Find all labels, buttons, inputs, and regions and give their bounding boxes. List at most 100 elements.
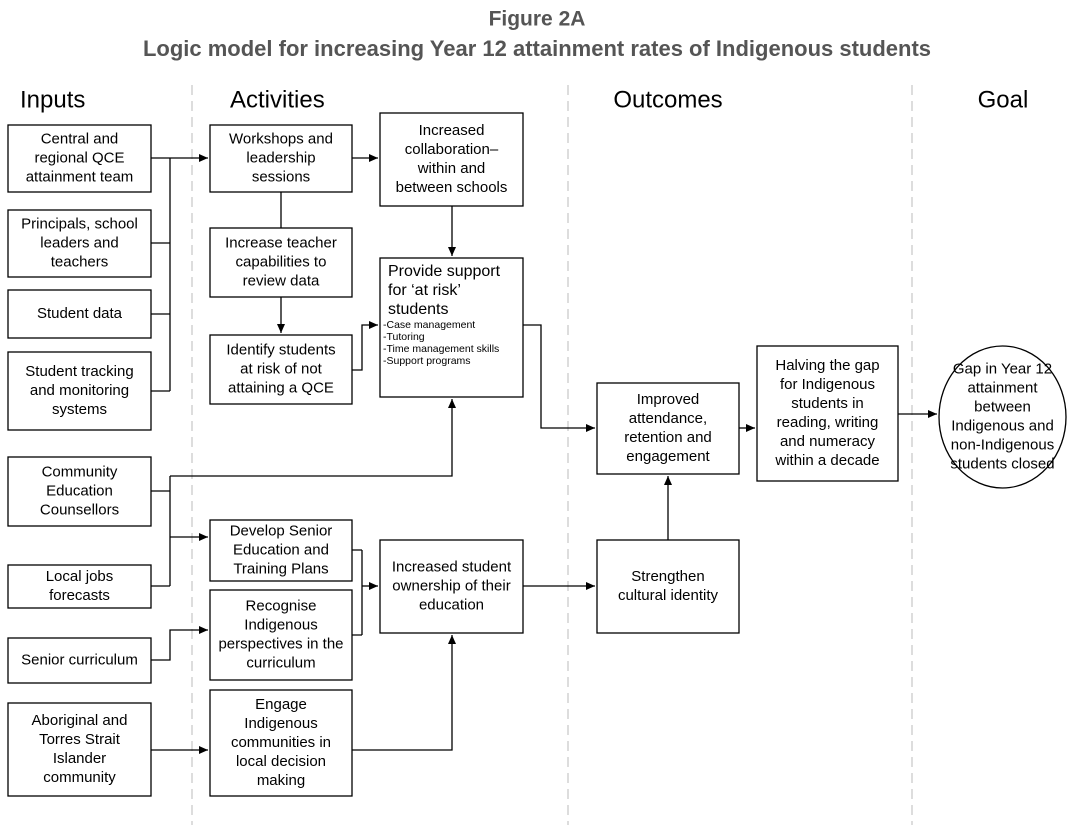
- node-label: education: [419, 596, 484, 613]
- node: Workshops and leadership sessions: [209, 124, 353, 193]
- node-item: -Case management: [383, 319, 475, 331]
- node-label: attainment: [967, 379, 1038, 396]
- node-label: and monitoring: [30, 382, 129, 399]
- node: Aboriginal and Torres Strait Islander commu…: [7, 702, 152, 797]
- column-header: Goal: [978, 86, 1029, 113]
- node-label: Community: [42, 463, 118, 480]
- box: [209, 334, 353, 405]
- node-label: Identify students: [226, 341, 335, 358]
- node-label: Counsellors: [40, 501, 119, 518]
- node: Student data: [7, 289, 152, 339]
- node: Local jobs forecasts: [7, 564, 152, 609]
- node-label: at risk of not: [240, 360, 323, 377]
- node: Increased collaboration– within and between…: [379, 112, 524, 207]
- node: Increase teacher capabilities to review da…: [209, 227, 353, 298]
- node-label: community: [43, 769, 116, 786]
- title: Figure 2A: [489, 8, 586, 31]
- node-item: -Time management skills: [383, 343, 499, 355]
- connector: [352, 549, 363, 636]
- box: [209, 689, 353, 797]
- node-label: engagement: [626, 448, 710, 465]
- node-label: Indigenous: [244, 616, 317, 633]
- arrow: [352, 635, 456, 751]
- node-label: Engage: [255, 696, 307, 713]
- node-label: Education: [46, 482, 113, 499]
- node: Student tracking and monitoring systems: [7, 351, 152, 431]
- node-label: ownership of their: [392, 577, 510, 594]
- node-label: Torres Strait: [39, 731, 121, 748]
- node-item: -Tutoring: [383, 331, 425, 343]
- node-label: attainment team: [26, 168, 134, 185]
- node-label: Student tracking: [25, 363, 133, 380]
- goal-ellipse: [938, 345, 1067, 489]
- node-label: cultural identity: [618, 587, 719, 604]
- node-label: systems: [52, 401, 107, 418]
- node-label: review data: [243, 272, 320, 289]
- arrow: [151, 626, 208, 661]
- node-label: Workshops and: [229, 130, 333, 147]
- box: [7, 124, 152, 193]
- box: [7, 351, 152, 431]
- node-label: students in: [791, 395, 864, 412]
- node: Gap in Year 12 attainment between Indigenou…: [938, 345, 1067, 489]
- node: Provide support for ‘at risk’ students-Cas…: [379, 257, 524, 398]
- box: [7, 637, 152, 684]
- column-header: Outcomes: [613, 86, 722, 113]
- node-label: attendance,: [629, 410, 707, 427]
- node-label: within a decade: [774, 452, 879, 469]
- box: [209, 227, 353, 298]
- column-header: Activities: [230, 86, 325, 113]
- node-label: Develop Senior: [230, 522, 333, 539]
- box: [596, 539, 740, 634]
- node-label: Islander: [53, 750, 106, 767]
- node-label: Provide support: [388, 263, 501, 280]
- box: [379, 539, 524, 634]
- node-label: making: [257, 772, 305, 789]
- node: Strengthen cultural identity: [596, 539, 740, 634]
- connectors: [151, 154, 937, 754]
- node-label: Education and: [233, 541, 329, 558]
- box: [7, 702, 152, 797]
- node-label: Recognise: [246, 597, 317, 614]
- node-label: between: [974, 398, 1031, 415]
- box: [379, 112, 524, 207]
- node: Develop Senior Education and Training Plan…: [209, 519, 353, 582]
- box: [7, 564, 152, 609]
- node-label: students: [388, 301, 448, 318]
- node-item: -Support programs: [383, 355, 471, 367]
- node-label: Increase teacher: [225, 234, 337, 251]
- node-label: non-Indigenous: [951, 436, 1054, 453]
- node-label: Strengthen: [631, 568, 704, 585]
- node-label: between schools: [396, 179, 508, 196]
- box: [209, 519, 353, 582]
- node-label: Central and: [41, 130, 119, 147]
- connector: [151, 157, 171, 392]
- node: Community Education Counsellors: [7, 456, 152, 527]
- node-label: for ‘at risk’: [388, 282, 461, 299]
- node-label: leaders and: [40, 234, 118, 251]
- dividers: [191, 85, 913, 825]
- node-label: Senior curriculum: [21, 651, 138, 668]
- arrow: [170, 399, 456, 477]
- node-label: retention and: [624, 429, 712, 446]
- node: Improved attendance, retention and engageme…: [596, 382, 740, 475]
- node-label: leadership: [246, 149, 315, 166]
- arrow: [523, 324, 595, 432]
- node-label: communities in: [231, 734, 331, 751]
- node-label: collaboration–: [405, 141, 499, 158]
- box: [596, 382, 740, 475]
- node: Central and regional QCE attainment team: [7, 124, 152, 193]
- node-label: regional QCE: [34, 149, 124, 166]
- node-label: Local jobs: [46, 568, 114, 585]
- box: [209, 124, 353, 193]
- box: [7, 289, 152, 339]
- box: [756, 345, 899, 482]
- node: Identify students at risk of not attaining…: [209, 334, 353, 405]
- node: Halving the gap for Indigenous students in…: [756, 345, 899, 482]
- box: [7, 209, 152, 278]
- node-label: Aboriginal and: [32, 712, 128, 729]
- node-label: sessions: [252, 168, 310, 185]
- node-label: curriculum: [246, 654, 315, 671]
- node-label: forecasts: [49, 587, 110, 604]
- column-header: Inputs: [20, 86, 85, 113]
